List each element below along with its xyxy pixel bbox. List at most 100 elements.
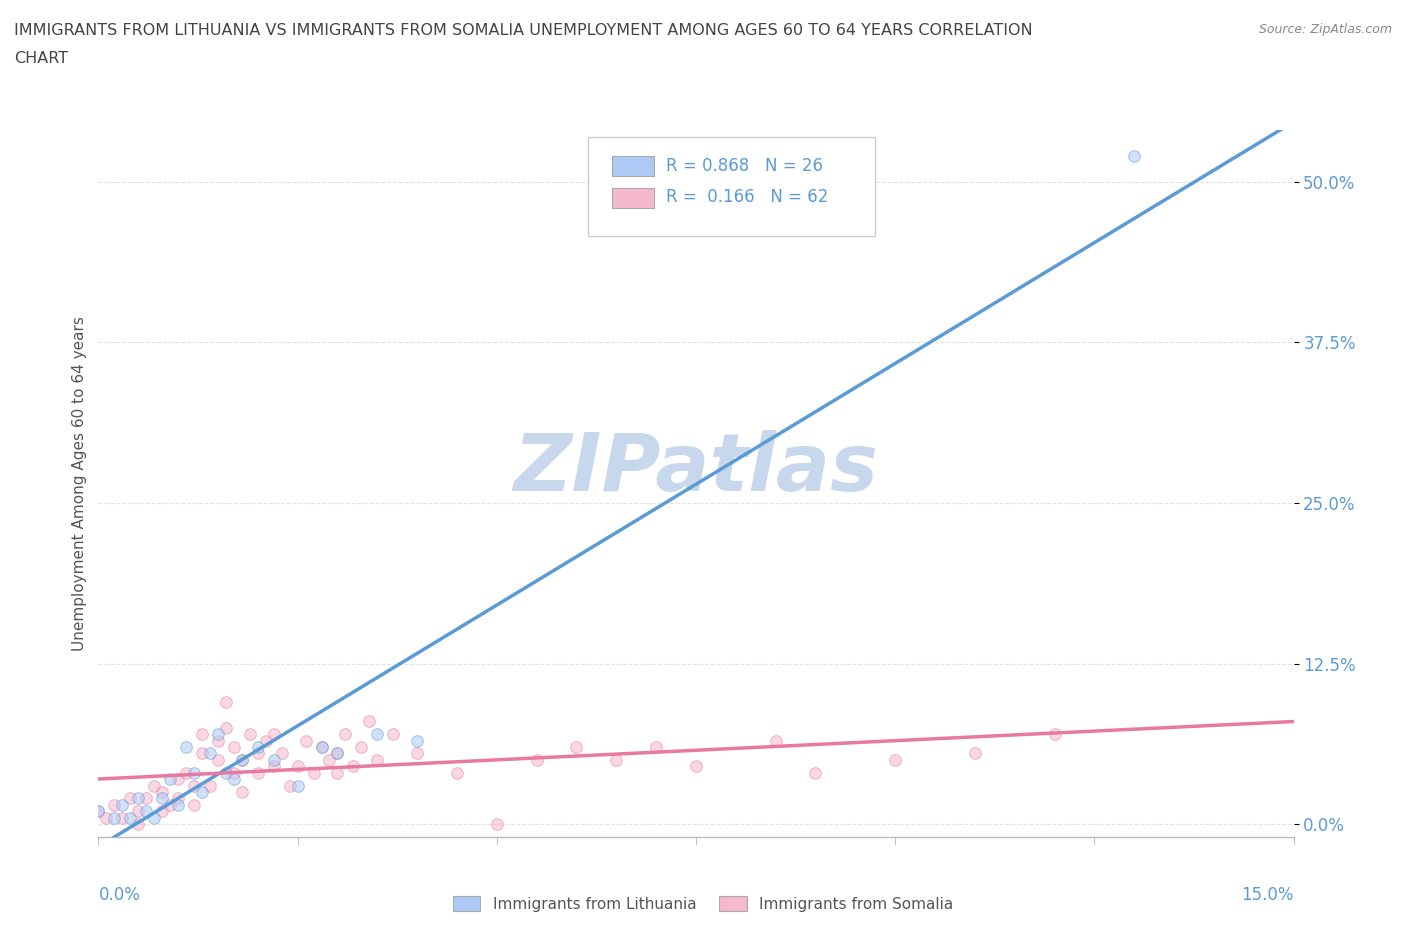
Text: 15.0%: 15.0% (1241, 886, 1294, 905)
Point (222, 739, 245, 754)
Point (207, 733, 229, 748)
Point (191, 785, 214, 800)
Point (87, 804, 110, 818)
Point (167, 797, 190, 812)
Point (191, 746, 214, 761)
Point (1123, 149, 1146, 164)
Point (150, 791, 173, 806)
Point (215, 765, 238, 780)
Point (263, 726, 285, 741)
Point (127, 791, 149, 806)
Point (135, 791, 157, 806)
Point (239, 726, 262, 741)
Point (765, 733, 787, 748)
Point (311, 739, 333, 754)
Point (246, 765, 269, 780)
Point (246, 739, 269, 754)
Point (198, 746, 221, 761)
Point (191, 726, 214, 741)
Point (645, 739, 668, 754)
Point (406, 733, 429, 748)
Point (963, 746, 986, 761)
Point (231, 752, 253, 767)
Point (215, 695, 238, 710)
Point (1043, 726, 1066, 741)
Text: R = 0.868   N = 26: R = 0.868 N = 26 (666, 156, 823, 175)
Point (87, 804, 110, 818)
Point (278, 778, 301, 793)
Point (804, 765, 827, 780)
Point (167, 791, 190, 806)
Point (326, 746, 349, 761)
Point (287, 778, 309, 793)
Point (103, 810, 125, 825)
Point (335, 726, 357, 741)
Point (884, 752, 907, 767)
Point (174, 765, 197, 780)
Point (382, 726, 405, 741)
Point (311, 739, 333, 754)
Point (207, 752, 229, 767)
Text: 0.0%: 0.0% (98, 886, 141, 905)
Point (183, 778, 205, 793)
Point (231, 752, 253, 767)
Point (406, 746, 429, 761)
Point (287, 759, 309, 774)
Point (685, 759, 707, 774)
Point (183, 765, 205, 780)
Point (318, 752, 340, 767)
Point (246, 746, 269, 761)
FancyBboxPatch shape (612, 156, 654, 176)
Point (485, 817, 508, 831)
Point (222, 772, 245, 787)
FancyBboxPatch shape (612, 188, 654, 208)
Text: R =  0.166   N = 62: R = 0.166 N = 62 (666, 189, 828, 206)
Point (446, 765, 468, 780)
Point (150, 804, 173, 818)
Point (526, 752, 548, 767)
Text: ZIPatlas: ZIPatlas (513, 431, 879, 509)
Point (143, 778, 166, 793)
Point (263, 759, 285, 774)
Point (326, 765, 349, 780)
Point (294, 733, 316, 748)
Point (183, 797, 205, 812)
Point (198, 778, 221, 793)
Point (150, 785, 173, 800)
Point (167, 772, 190, 787)
Point (565, 739, 588, 754)
Text: IMMIGRANTS FROM LITHUANIA VS IMMIGRANTS FROM SOMALIA UNEMPLOYMENT AMONG AGES 60 : IMMIGRANTS FROM LITHUANIA VS IMMIGRANTS … (14, 23, 1032, 38)
Point (215, 721, 238, 736)
Point (342, 759, 364, 774)
Point (120, 810, 142, 825)
Point (350, 739, 373, 754)
Point (120, 791, 142, 806)
Point (254, 733, 277, 748)
Point (366, 752, 388, 767)
Point (135, 804, 157, 818)
Point (111, 810, 134, 825)
Point (263, 752, 285, 767)
Point (159, 797, 181, 812)
Point (359, 714, 381, 729)
Point (103, 797, 125, 812)
Point (605, 752, 627, 767)
Point (231, 785, 253, 800)
Point (174, 739, 197, 754)
Y-axis label: Unemployment Among Ages 60 to 64 years: Unemployment Among Ages 60 to 64 years (72, 316, 87, 651)
Point (270, 746, 292, 761)
Point (127, 817, 149, 831)
Point (143, 810, 166, 825)
Text: Source: ZipAtlas.com: Source: ZipAtlas.com (1258, 23, 1392, 36)
Point (326, 746, 349, 761)
Point (222, 765, 245, 780)
Point (159, 772, 181, 787)
Point (207, 726, 229, 741)
Text: CHART: CHART (14, 51, 67, 66)
FancyBboxPatch shape (588, 138, 875, 236)
Legend: Immigrants from Lithuania, Immigrants from Somalia: Immigrants from Lithuania, Immigrants fr… (447, 889, 959, 918)
Point (111, 797, 134, 812)
Point (96, 810, 118, 825)
Point (302, 765, 325, 780)
Point (127, 804, 149, 818)
